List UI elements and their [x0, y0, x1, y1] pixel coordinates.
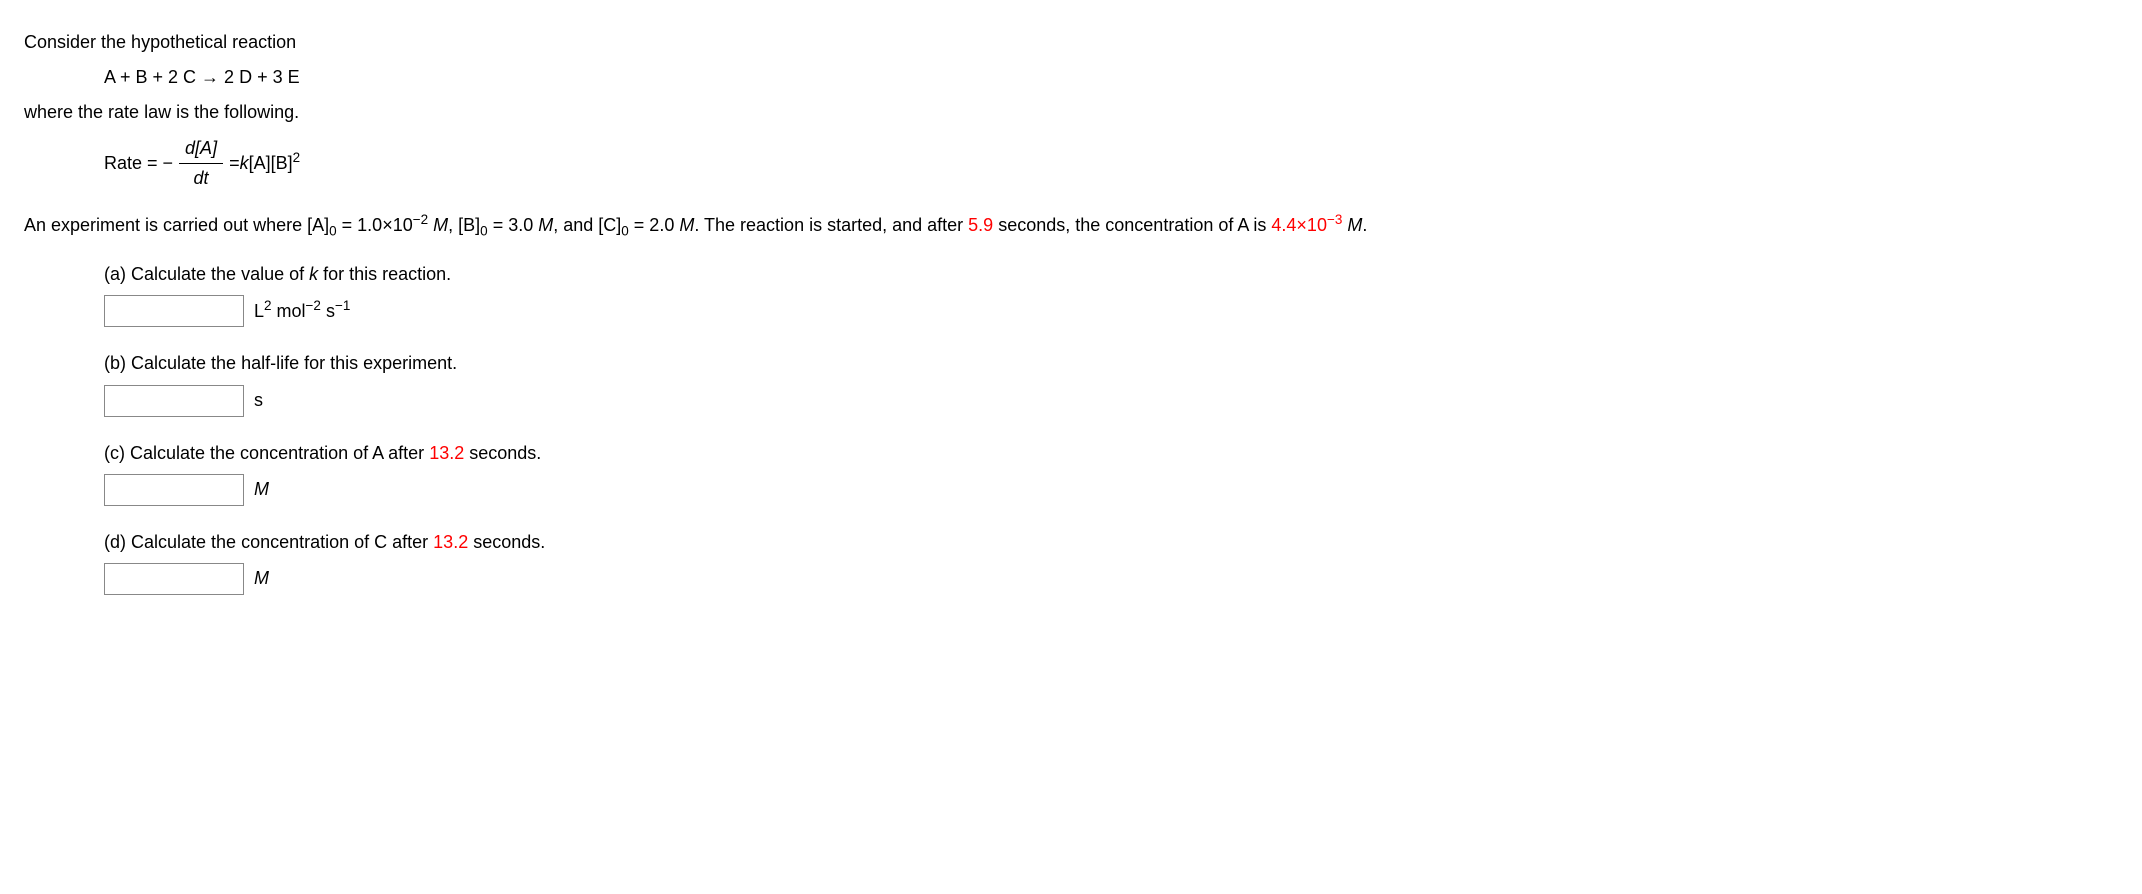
question-b: (b) Calculate the half-life for this exp…	[24, 351, 2118, 416]
unit-d: M	[254, 566, 269, 591]
exp-sub-a: 0	[329, 224, 337, 239]
rate-body: [A][B]	[249, 153, 293, 173]
question-d-prompt: (d) Calculate the concentration of C aft…	[104, 530, 2118, 555]
question-d-answer-row: M	[104, 563, 2118, 595]
exp-m-a: M	[433, 215, 448, 235]
qd-time: 13.2	[433, 532, 468, 552]
question-c-answer-row: M	[104, 474, 2118, 506]
answer-input-a[interactable]	[104, 295, 244, 327]
question-a: (a) Calculate the value of k for this re…	[24, 262, 2118, 327]
unit-a-mol-exp: −2	[306, 298, 321, 313]
rate-frac-num: d[A]	[179, 136, 223, 164]
answer-input-d[interactable]	[104, 563, 244, 595]
exp-m-d: M	[1347, 215, 1362, 235]
answer-input-c[interactable]	[104, 474, 244, 506]
question-a-prompt: (a) Calculate the value of k for this re…	[104, 262, 2118, 287]
qc-pre: (c) Calculate the concentration of A aft…	[104, 443, 429, 463]
exp-post: . The reaction is started, and after	[694, 215, 968, 235]
exp-time: 5.9	[968, 215, 993, 235]
rate-k: k	[240, 153, 249, 173]
qa-k: k	[309, 264, 318, 284]
unit-c: M	[254, 477, 269, 502]
rate-exp: 2	[293, 150, 301, 165]
question-b-prompt: (b) Calculate the half-life for this exp…	[104, 351, 2118, 376]
unit-a-s-exp: −1	[335, 298, 350, 313]
exp-pre-a0: An experiment is carried out where [A]	[24, 215, 329, 235]
exp-sep2: , and [C]	[553, 215, 621, 235]
exp-sep1: , [B]	[448, 215, 480, 235]
rate-prefix: Rate = −	[104, 151, 173, 176]
answer-input-b[interactable]	[104, 385, 244, 417]
exp-post2: seconds, the concentration of A is	[993, 215, 1271, 235]
unit-a: L2 mol−2 s−1	[254, 299, 350, 324]
exp-a-coeff: 4.4	[1271, 215, 1296, 235]
intro-line2: where the rate law is the following.	[24, 100, 2118, 125]
reaction-equation: A + B + 2 C → 2 D + 3 E	[24, 65, 2118, 90]
exp-a-final: 4.4×10−3	[1271, 215, 1342, 235]
rate-rhs: k[A][B]2	[240, 151, 301, 176]
exp-sub-c: 0	[621, 224, 629, 239]
exp-period: .	[1362, 215, 1367, 235]
qd-post: seconds.	[468, 532, 545, 552]
qc-post: seconds.	[464, 443, 541, 463]
rate-eq-sign: =	[229, 151, 240, 176]
rate-law: Rate = − d[A] dt = k[A][B]2	[24, 136, 2118, 191]
unit-a-L: L	[254, 301, 264, 321]
unit-a-s: s	[321, 301, 335, 321]
rate-frac-den: dt	[179, 164, 223, 191]
question-b-answer-row: s	[104, 385, 2118, 417]
exp-eq-c0: = 2.0	[629, 215, 680, 235]
exp-a-times: ×10	[1296, 215, 1327, 235]
question-d: (d) Calculate the concentration of C aft…	[24, 530, 2118, 595]
exp-exp-a0: −2	[413, 212, 428, 227]
qc-time: 13.2	[429, 443, 464, 463]
exp-m-b: M	[538, 215, 553, 235]
exp-m-c: M	[679, 215, 694, 235]
experiment-text: An experiment is carried out where [A]0 …	[24, 213, 2118, 238]
question-c: (c) Calculate the concentration of A aft…	[24, 441, 2118, 506]
rate-fraction: d[A] dt	[179, 136, 223, 191]
qd-pre: (d) Calculate the concentration of C aft…	[104, 532, 433, 552]
unit-a-mol: mol	[272, 301, 306, 321]
exp-sub-b: 0	[480, 224, 488, 239]
qa-post: for this reaction.	[318, 264, 451, 284]
unit-b: s	[254, 388, 263, 413]
question-a-answer-row: L2 mol−2 s−1	[104, 295, 2118, 327]
intro-line1: Consider the hypothetical reaction	[24, 30, 2118, 55]
exp-eq-b0: = 3.0	[488, 215, 539, 235]
exp-eq-a0: = 1.0×10	[337, 215, 413, 235]
qa-pre: (a) Calculate the value of	[104, 264, 309, 284]
unit-a-L-exp: 2	[264, 298, 272, 313]
question-c-prompt: (c) Calculate the concentration of A aft…	[104, 441, 2118, 466]
problem-container: Consider the hypothetical reaction A + B…	[24, 30, 2118, 595]
exp-a-exp: −3	[1327, 212, 1342, 227]
